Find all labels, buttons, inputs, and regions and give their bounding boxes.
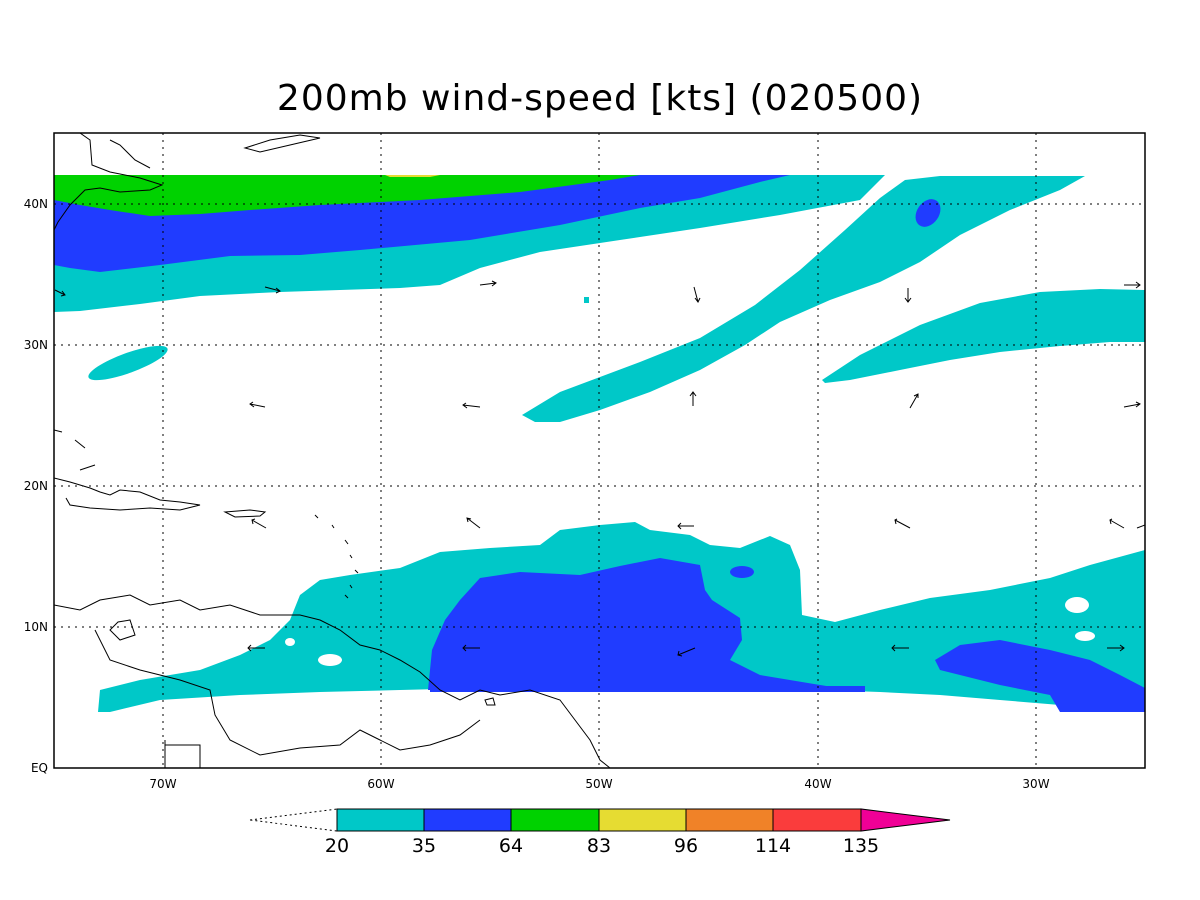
map-title: 200mb wind-speed [kts] (020500) (276, 78, 924, 119)
diagonal-band-1-core (915, 199, 941, 227)
coastlines (54, 133, 611, 769)
lat-label-40n: 40N (24, 197, 48, 211)
colorbar-label-83: 83 (587, 835, 611, 857)
colorbar: 20 35 64 83 96 114 135 (249, 808, 951, 857)
colorbar-over-triangle (860, 808, 951, 832)
longitude-labels: 70W 60W 50W 40W 30W (149, 777, 1049, 791)
jet-yellow-sliver (385, 175, 440, 177)
colorbar-label-114: 114 (755, 835, 791, 857)
diagonal-band-1 (522, 176, 1085, 422)
graticule (54, 133, 1145, 768)
colorbar-label-96: 96 (674, 835, 698, 857)
cyan-patch-west (88, 345, 168, 381)
colorbar-bin-1 (336, 808, 425, 832)
colorbar-label-135: 135 (843, 835, 879, 857)
southern-blue-core (428, 558, 865, 692)
wind-contours (54, 175, 1145, 769)
lat-label-10n: 10N (24, 620, 48, 634)
colorbar-bin-2 (423, 808, 512, 832)
colorbar-bin-6 (772, 808, 862, 832)
colorbar-bin-4 (598, 808, 687, 832)
colorbar-under-triangle (249, 808, 338, 832)
colorbar-bin-3 (510, 808, 600, 832)
lon-label-50w: 50W (585, 777, 612, 791)
lat-label-20n: 20N (24, 479, 48, 493)
wind-vectors (54, 280, 1146, 657)
latitude-labels: EQ 10N 20N 30N 40N (24, 197, 48, 775)
colorbar-bin-5 (685, 808, 774, 832)
colorbar-label-64: 64 (499, 835, 523, 857)
jet-green-band (54, 175, 640, 216)
colorbar-label-20: 20 (325, 835, 349, 857)
lon-label-60w: 60W (367, 777, 394, 791)
colorbar-label-35: 35 (412, 835, 436, 857)
lon-label-30w: 30W (1022, 777, 1049, 791)
southern-blue-east (935, 640, 1145, 716)
lat-label-30n: 30N (24, 338, 48, 352)
lon-label-70w: 70W (149, 777, 176, 791)
lat-label-eq: EQ (31, 761, 48, 775)
diagonal-band-2 (822, 289, 1145, 383)
plot-frame (53, 132, 1146, 769)
lon-label-40w: 40W (804, 777, 831, 791)
